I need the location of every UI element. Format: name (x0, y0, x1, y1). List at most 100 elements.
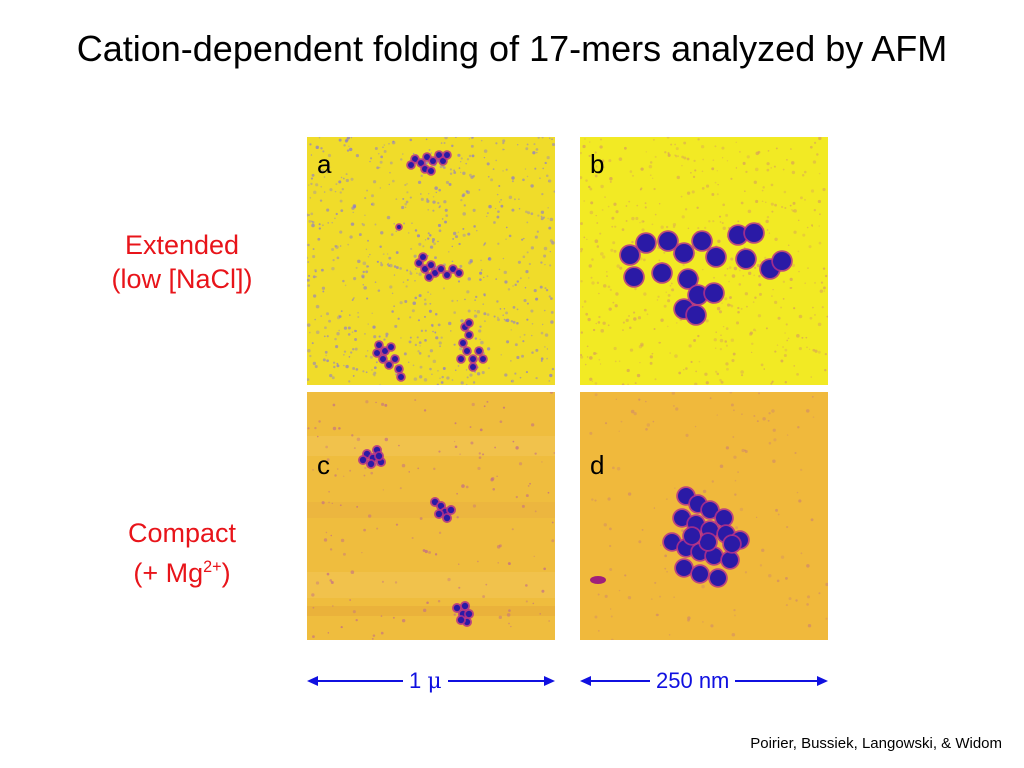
surface-speck (380, 155, 384, 159)
surface-speck (727, 303, 731, 307)
surface-speck (530, 246, 535, 250)
surface-speck (349, 469, 352, 472)
surface-speck (667, 152, 670, 155)
surface-speck (493, 221, 496, 224)
surface-speck (805, 409, 810, 413)
surface-speck (712, 220, 715, 223)
surface-speck (525, 210, 528, 214)
surface-speck (422, 245, 425, 248)
surface-speck (771, 381, 774, 384)
surface-speck (547, 217, 549, 220)
particle (625, 268, 643, 286)
surface-speck (434, 331, 437, 334)
surface-speck (691, 190, 695, 194)
surface-speck (807, 624, 812, 628)
particle (653, 264, 671, 282)
surface-speck (786, 525, 789, 529)
scale-bar-1-micron: 1 μ (307, 666, 555, 696)
surface-speck (510, 329, 512, 331)
surface-speck (821, 306, 824, 309)
surface-speck (580, 354, 583, 357)
surface-speck (664, 554, 668, 558)
surface-speck (497, 210, 500, 213)
surface-speck (768, 441, 772, 445)
surface-speck (412, 364, 415, 367)
surface-speck (457, 365, 460, 367)
surface-speck (602, 284, 607, 288)
surface-speck (519, 336, 521, 338)
surface-speck (671, 392, 676, 395)
surface-speck (694, 169, 697, 172)
surface-speck (530, 212, 534, 216)
surface-speck (451, 260, 454, 263)
surface-speck (639, 257, 643, 261)
surface-speck (702, 268, 704, 271)
particle (707, 248, 725, 266)
surface-speck (329, 374, 333, 378)
surface-speck (525, 147, 529, 151)
surface-speck (744, 449, 746, 452)
particle (437, 502, 445, 510)
surface-speck (774, 300, 778, 304)
surface-speck (701, 170, 704, 173)
surface-speck (393, 265, 397, 268)
surface-speck (622, 329, 624, 331)
surface-speck (631, 216, 635, 221)
surface-speck (744, 190, 746, 193)
surface-speck (339, 504, 342, 507)
surface-speck (770, 183, 774, 187)
surface-speck (726, 268, 729, 270)
surface-speck (761, 200, 764, 203)
surface-speck (763, 368, 766, 370)
particle (466, 332, 472, 338)
surface-speck (380, 261, 383, 264)
surface-speck (618, 589, 621, 592)
surface-speck (611, 216, 615, 220)
surface-speck (465, 369, 468, 371)
surface-speck (798, 219, 800, 222)
surface-speck (313, 190, 317, 195)
surface-speck (783, 353, 787, 358)
surface-speck (695, 251, 697, 254)
surface-speck (725, 362, 729, 366)
particle (424, 154, 430, 160)
surface-speck (610, 248, 614, 252)
surface-speck (671, 288, 675, 292)
surface-speck (786, 158, 788, 161)
surface-speck (808, 245, 812, 249)
surface-speck (761, 548, 765, 553)
surface-speck (710, 624, 714, 628)
surface-speck (477, 560, 479, 563)
surface-speck (444, 220, 448, 224)
surface-speck (667, 153, 671, 157)
surface-speck (441, 218, 444, 220)
surface-speck (613, 249, 617, 253)
surface-speck (358, 233, 362, 237)
surface-speck (392, 616, 395, 619)
surface-speck (674, 154, 676, 156)
surface-speck (469, 259, 473, 263)
surface-speck (746, 155, 750, 159)
surface-speck (724, 297, 728, 301)
surface-speck (737, 471, 739, 473)
surface-speck (418, 294, 422, 298)
surface-speck (717, 183, 719, 186)
surface-speck (349, 235, 353, 239)
surface-speck (507, 288, 511, 291)
surface-speck (526, 175, 529, 178)
surface-speck (740, 307, 743, 310)
surface-speck (545, 174, 549, 178)
surface-speck (804, 282, 806, 284)
surface-speck (312, 275, 316, 279)
surface-speck (669, 352, 672, 354)
surface-speck (811, 225, 813, 227)
surface-speck (438, 229, 442, 233)
surface-speck (345, 173, 348, 176)
surface-speck (659, 595, 662, 598)
particle (745, 224, 763, 242)
afm-image-a (307, 137, 555, 385)
surface-speck (516, 280, 520, 283)
surface-speck (610, 638, 614, 640)
surface-speck (534, 167, 537, 170)
surface-speck (514, 283, 517, 287)
